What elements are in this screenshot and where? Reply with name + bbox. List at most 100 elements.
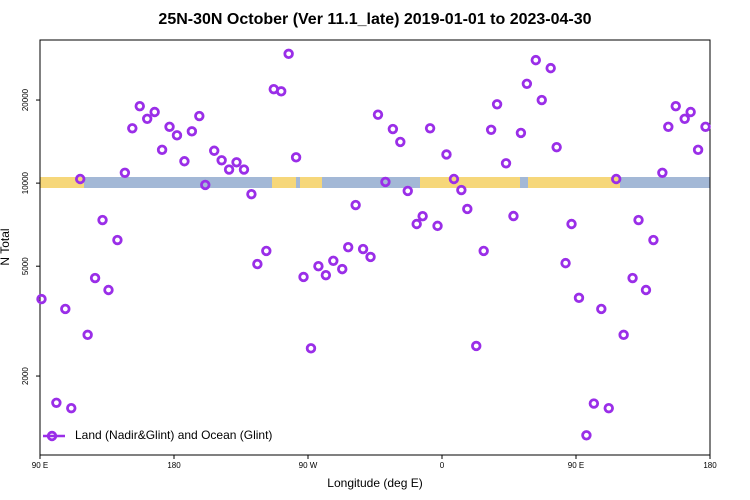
point	[141, 113, 153, 125]
point	[337, 263, 348, 275]
point	[66, 402, 77, 414]
point	[530, 54, 541, 66]
point	[127, 123, 138, 134]
point	[456, 184, 467, 196]
point	[471, 340, 482, 352]
point	[372, 109, 384, 120]
y-axis-label: N Total	[0, 228, 12, 265]
point	[657, 167, 668, 178]
point	[581, 430, 592, 441]
point	[343, 241, 354, 253]
point	[290, 152, 302, 163]
point	[179, 156, 190, 167]
point	[627, 272, 638, 284]
point	[411, 218, 422, 230]
x-tick-label: 180	[167, 461, 181, 470]
point	[603, 402, 614, 414]
point	[448, 173, 460, 185]
x-tick-label: 0	[440, 461, 445, 470]
point	[51, 397, 62, 408]
point	[200, 179, 211, 191]
point	[186, 126, 198, 137]
point	[149, 106, 160, 118]
point	[508, 210, 519, 222]
point	[119, 167, 131, 178]
point	[515, 127, 527, 139]
point	[194, 110, 205, 122]
point	[670, 100, 681, 112]
point	[462, 203, 473, 215]
point	[89, 272, 101, 284]
point	[521, 78, 533, 89]
point	[551, 141, 562, 153]
point	[500, 158, 512, 169]
point	[74, 173, 86, 185]
point	[276, 86, 287, 97]
plot-frame	[39, 39, 711, 456]
point	[700, 121, 711, 132]
point	[478, 245, 489, 257]
x-tick-label: 90 E	[32, 461, 48, 470]
point	[298, 271, 309, 283]
point	[485, 124, 497, 136]
point	[313, 261, 324, 272]
x-axis-label: Longitude (deg E)	[327, 476, 422, 490]
point	[679, 113, 690, 125]
point	[588, 398, 600, 409]
point	[365, 251, 376, 263]
point	[36, 293, 47, 305]
point	[82, 329, 93, 341]
point	[387, 123, 399, 135]
chart-title: 25N-30N October (Ver 11.1_late) 2019-01-…	[158, 11, 591, 28]
point	[305, 343, 317, 354]
y-tick-label: 20000	[21, 88, 30, 111]
y-tick-label: 5000	[21, 257, 30, 275]
legend-label: Land (Nadir&Glint) and Ocean (Glint)	[75, 428, 272, 442]
y-tick-label: 2000	[21, 367, 30, 385]
x-tick-label: 90 W	[299, 461, 318, 470]
point	[692, 144, 704, 156]
point	[395, 136, 406, 148]
point	[171, 130, 183, 141]
point	[432, 220, 443, 232]
point	[573, 292, 585, 304]
point	[441, 149, 452, 160]
point	[246, 188, 257, 200]
point	[536, 94, 547, 106]
point	[402, 185, 413, 197]
point	[611, 173, 622, 185]
point	[238, 164, 250, 175]
point	[60, 303, 71, 315]
point	[223, 164, 235, 175]
point	[156, 144, 168, 156]
point	[648, 234, 659, 246]
point	[633, 214, 644, 226]
point	[261, 245, 272, 257]
point	[112, 234, 123, 246]
point	[320, 269, 332, 281]
x-tick-label: 90 E	[568, 461, 584, 470]
point	[350, 199, 361, 211]
point	[596, 303, 607, 315]
point	[424, 123, 436, 134]
point	[328, 255, 339, 267]
point	[208, 145, 220, 156]
point	[283, 48, 294, 60]
point	[231, 157, 242, 168]
x-tick-label: 180	[703, 461, 717, 470]
point	[134, 100, 145, 112]
legend-marker	[46, 430, 58, 442]
point	[417, 210, 428, 222]
point	[640, 284, 652, 296]
point	[560, 257, 571, 269]
point	[545, 62, 556, 74]
point	[252, 258, 263, 270]
point	[103, 284, 114, 296]
point	[216, 155, 227, 166]
point	[357, 243, 369, 255]
point	[97, 214, 108, 226]
point	[663, 121, 674, 132]
point	[164, 121, 175, 132]
point	[685, 106, 696, 118]
